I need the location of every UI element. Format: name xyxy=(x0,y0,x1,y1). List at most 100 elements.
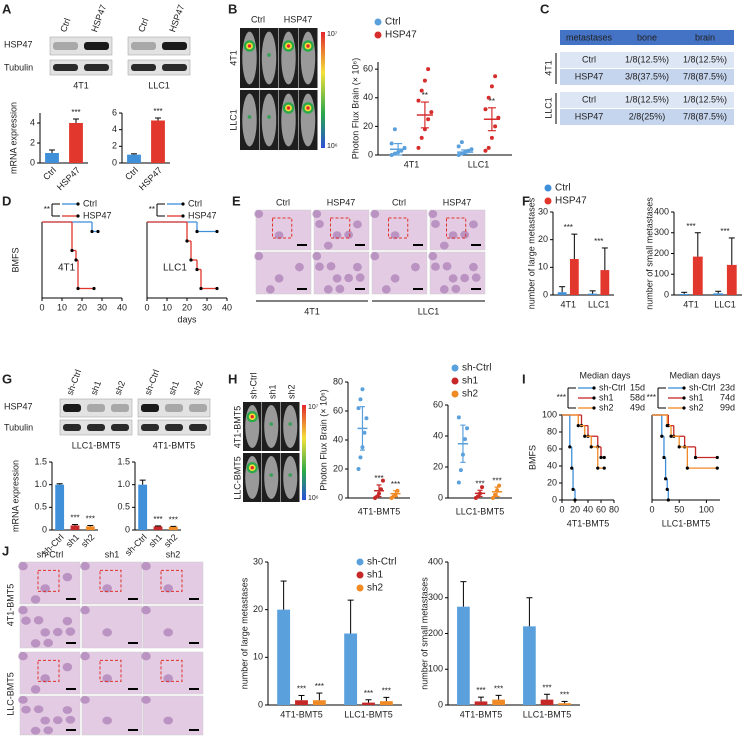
bar xyxy=(692,256,703,295)
data-point xyxy=(419,135,424,140)
tissue xyxy=(431,220,440,228)
bar xyxy=(295,700,308,705)
mouse xyxy=(261,31,277,85)
lane-label: HSP47 xyxy=(89,3,108,33)
tissue xyxy=(428,252,438,261)
x-tick-label: 4T1-BMT5 xyxy=(280,709,323,719)
bar xyxy=(492,699,505,705)
bar xyxy=(153,526,163,530)
x-tick-label: 30 xyxy=(97,302,107,312)
tissue xyxy=(274,231,284,240)
cell-label: LLC1 xyxy=(148,80,170,90)
event-dot xyxy=(602,455,606,460)
tissue xyxy=(471,273,481,282)
event-dot xyxy=(596,466,600,470)
x-tick-label: 0 xyxy=(144,302,149,312)
data-point xyxy=(416,145,421,150)
data-point xyxy=(486,145,491,150)
micrograph xyxy=(81,695,143,736)
lane-label: HSP47 xyxy=(167,3,186,33)
x-tick-label: 50 xyxy=(674,504,684,514)
blot-band xyxy=(87,404,105,412)
median-label: 15d xyxy=(630,382,645,392)
tissue xyxy=(460,230,470,239)
y-tick-label: 0 xyxy=(552,494,557,504)
tissue xyxy=(30,595,41,604)
event-dot xyxy=(74,258,78,262)
legend-label: HSP47 xyxy=(188,210,217,220)
group-label: 4T1 xyxy=(304,306,320,316)
bar xyxy=(55,484,65,530)
event-dot xyxy=(92,286,96,291)
y-tick-label: 1.5 xyxy=(34,456,47,466)
y-tick-label: 4 xyxy=(30,117,35,127)
legend-label: Ctrl xyxy=(83,198,97,208)
bar xyxy=(600,270,610,295)
bar xyxy=(474,701,488,705)
panel-letter: D xyxy=(2,193,11,208)
y-tick-label: 400 xyxy=(428,556,443,566)
y-tick-label: 0 xyxy=(30,157,35,167)
legend-dot xyxy=(682,406,686,410)
y-tick-label: 1.0 xyxy=(34,479,47,489)
tissue xyxy=(390,274,400,283)
data-point xyxy=(456,144,461,149)
x-tick-label: 20 xyxy=(182,302,192,312)
y-tick-label: 20 xyxy=(538,234,548,244)
table-cell: 1/8(12.5%) xyxy=(683,94,727,104)
y-tick-label: 20 xyxy=(433,461,443,471)
micrograph xyxy=(371,209,428,251)
event-dot xyxy=(573,498,577,502)
y-tick-label: 0 xyxy=(125,524,130,534)
color-bar xyxy=(321,32,325,148)
data-point xyxy=(469,147,474,152)
legend-label: sh2 xyxy=(462,389,479,400)
panel-letter: E xyxy=(232,193,241,208)
y-tick-label: 10 xyxy=(253,652,263,662)
bar xyxy=(457,606,470,705)
blot-band xyxy=(111,424,129,431)
legend-marker xyxy=(356,558,364,566)
x-tick-label: 4T1-BMT5 xyxy=(460,709,503,719)
group-label: LLC1 xyxy=(418,306,440,316)
significance: ** xyxy=(149,205,155,214)
legend-marker xyxy=(544,197,552,205)
signal xyxy=(288,422,293,426)
column-label: Ctrl xyxy=(251,14,265,24)
x-tick-label: 40 xyxy=(117,302,127,312)
inner-label: 4T1 xyxy=(58,263,76,274)
column-label: sh-Ctrl xyxy=(248,373,258,400)
lane-label: sh-Ctrl xyxy=(143,368,161,396)
median-label: 58d xyxy=(630,392,645,402)
data-point xyxy=(419,88,424,93)
tissue xyxy=(312,210,322,218)
table-cell: 2/8(25%) xyxy=(629,111,666,121)
tissue xyxy=(62,662,73,672)
legend-marker xyxy=(374,31,382,39)
data-point xyxy=(389,141,394,146)
column-label: HSP47 xyxy=(284,14,313,24)
tissue xyxy=(355,273,365,282)
significance: *** xyxy=(86,515,95,524)
legend-marker xyxy=(374,18,382,26)
bar xyxy=(679,293,690,295)
legend-dot xyxy=(682,396,686,400)
blot-band xyxy=(165,404,183,412)
median-label: 23d xyxy=(720,382,735,392)
x-tick-label: LLC1 xyxy=(588,299,610,309)
y-tick-label: 60 xyxy=(547,443,557,453)
micrograph xyxy=(81,651,143,695)
bar xyxy=(726,264,737,295)
event-dot xyxy=(76,286,80,291)
event-dot xyxy=(662,455,666,460)
y-tick-label: 1.0 xyxy=(117,479,130,489)
significance: ** xyxy=(44,205,50,214)
panel-letter: C xyxy=(540,1,550,16)
x-tick-label: LLC1-BMT5 xyxy=(523,709,572,719)
event-dot xyxy=(570,466,574,470)
tissue xyxy=(18,606,28,615)
x-tick-label: 60 xyxy=(596,504,606,514)
x-tick-label: 0 xyxy=(39,302,44,312)
significance: *** xyxy=(71,108,80,117)
